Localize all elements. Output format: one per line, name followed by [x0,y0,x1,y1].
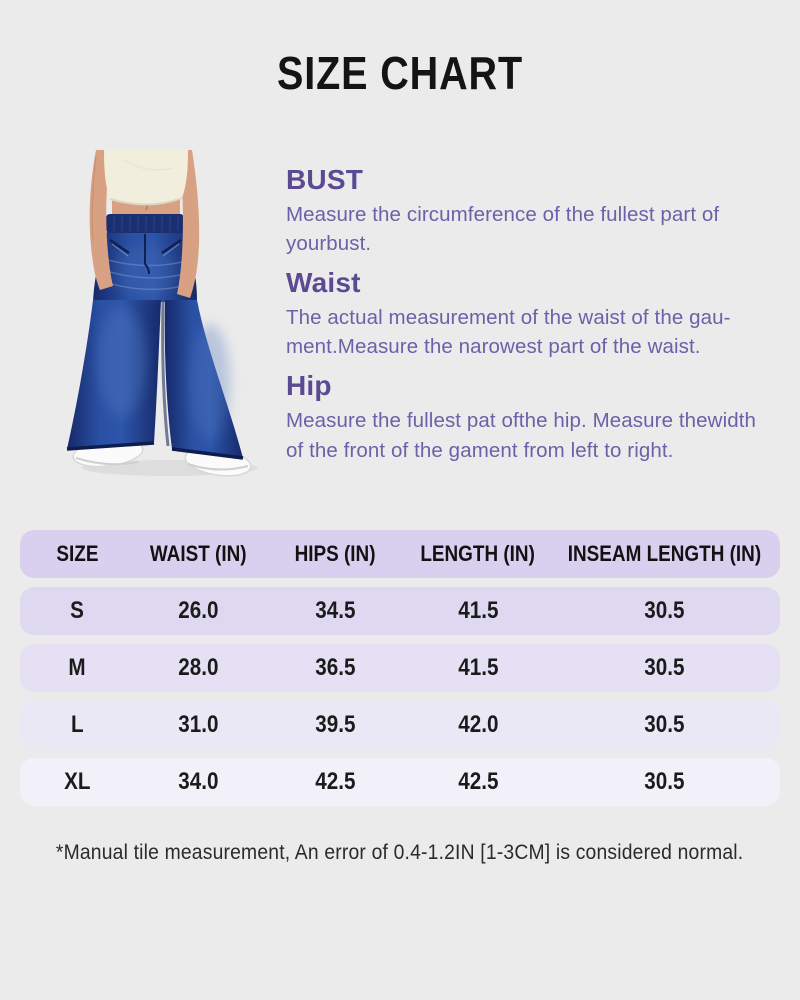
cell-inseam: 30.5 [643,711,685,738]
cell-waist: 28.0 [178,654,219,681]
cell-length: 41.5 [457,597,498,624]
table-row-xl: XL 34.0 42.5 42.5 30.5 [20,758,780,806]
guide-heading-hip: Hip [286,370,332,402]
table-row-l: L 31.0 39.5 42.0 30.5 [20,701,780,749]
model-photo [60,150,280,480]
guide-heading-waist: Waist [286,267,361,299]
cell-waist: 26.0 [178,597,219,624]
page-title-text: SIZE CHART [277,47,523,99]
page-title: SIZE CHART [0,46,800,100]
guide-body-hip: Measure the fullest pat ofthe hip. Measu… [286,409,757,462]
guide-heading-bust: BUST [286,164,364,195]
cell-size: S [70,597,84,624]
cell-length: 42.0 [457,711,498,738]
footnote-text: *Manual tile measurement, An error of 0.… [56,841,744,864]
cell-waist: 31.0 [178,711,219,738]
cell-hips: 42.5 [315,768,356,795]
cell-waist: 34.0 [178,768,219,795]
footnote: *Manual tile measurement, An error of 0.… [0,841,800,865]
column-header-size: SIZE [55,541,99,566]
cell-inseam: 30.5 [643,654,685,681]
column-header-inseam: INSEAM LENGTH (IN) [567,541,761,566]
guide-body-waist: The actual measurement of the waist of t… [286,306,731,359]
cell-hips: 36.5 [315,654,356,681]
crop-top-graphic [104,150,188,206]
model-photo-graphic [66,150,258,477]
measure-guide: BUST Measure the circumference of the fu… [286,164,764,474]
jeans-graphic [66,214,244,460]
cell-inseam: 30.5 [643,597,685,624]
cell-size: XL [63,768,91,795]
cell-size: M [68,654,86,681]
cell-hips: 39.5 [315,711,356,738]
cell-length: 41.5 [457,654,498,681]
column-header-length: LENGTH (IN) [420,541,536,566]
size-table-header: SIZE WAIST (IN) HIPS (IN) LENGTH (IN) IN… [20,530,780,578]
column-header-hips: HIPS (IN) [294,541,376,566]
cell-inseam: 30.5 [643,768,685,795]
cell-hips: 34.5 [315,597,356,624]
table-row-s: S 26.0 34.5 41.5 30.5 [20,587,780,635]
cell-length: 42.5 [457,768,498,795]
cell-size: L [70,711,84,738]
column-header-waist: WAIST (IN) [150,541,247,566]
guide-body-bust: Measure the circumference of the fullest… [286,203,720,256]
size-table: SIZE WAIST (IN) HIPS (IN) LENGTH (IN) IN… [20,530,780,815]
table-row-m: M 28.0 36.5 41.5 30.5 [20,644,780,692]
